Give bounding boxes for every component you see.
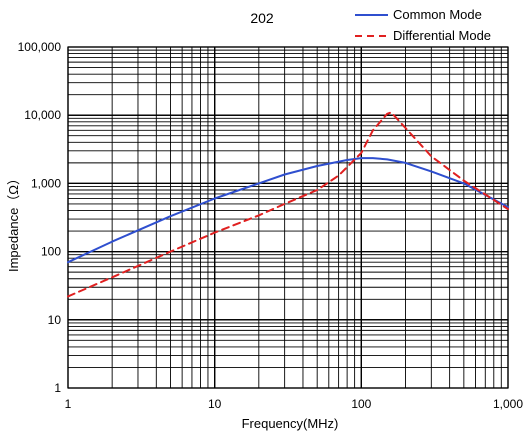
x-tick-label: 100 xyxy=(351,397,371,411)
x-tick-label: 10 xyxy=(208,397,222,411)
series-line-common-mode xyxy=(67,157,509,264)
y-tick-label: 1 xyxy=(54,381,61,395)
y-tick-label: 100 xyxy=(41,245,61,259)
legend: Common Mode Differential Mode xyxy=(355,7,491,43)
y-axis-label: Impedance（Ω） xyxy=(6,172,21,272)
plot-frame xyxy=(67,46,509,389)
y-tick-label: 10 xyxy=(48,313,62,327)
series-lines xyxy=(67,111,509,298)
y-tick-label: 100,000 xyxy=(18,40,62,54)
x-tick-label: 1,000 xyxy=(493,397,523,411)
x-tick-label: 1 xyxy=(65,397,72,411)
x-axis-label: Frequency(MHz) xyxy=(242,416,339,431)
legend-label-common-mode: Common Mode xyxy=(393,7,482,22)
y-tick-label: 10,000 xyxy=(24,108,61,122)
grid xyxy=(67,46,509,389)
chart-title: 202 xyxy=(250,10,274,26)
x-axis-ticks: 1 10 100 1,000 xyxy=(65,397,524,411)
y-tick-label: 1,000 xyxy=(31,176,61,190)
series-line-differential-mode xyxy=(67,111,509,298)
y-axis-ticks: 1 10 100 1,000 10,000 100,000 xyxy=(18,40,62,395)
legend-label-differential-mode: Differential Mode xyxy=(393,28,491,43)
